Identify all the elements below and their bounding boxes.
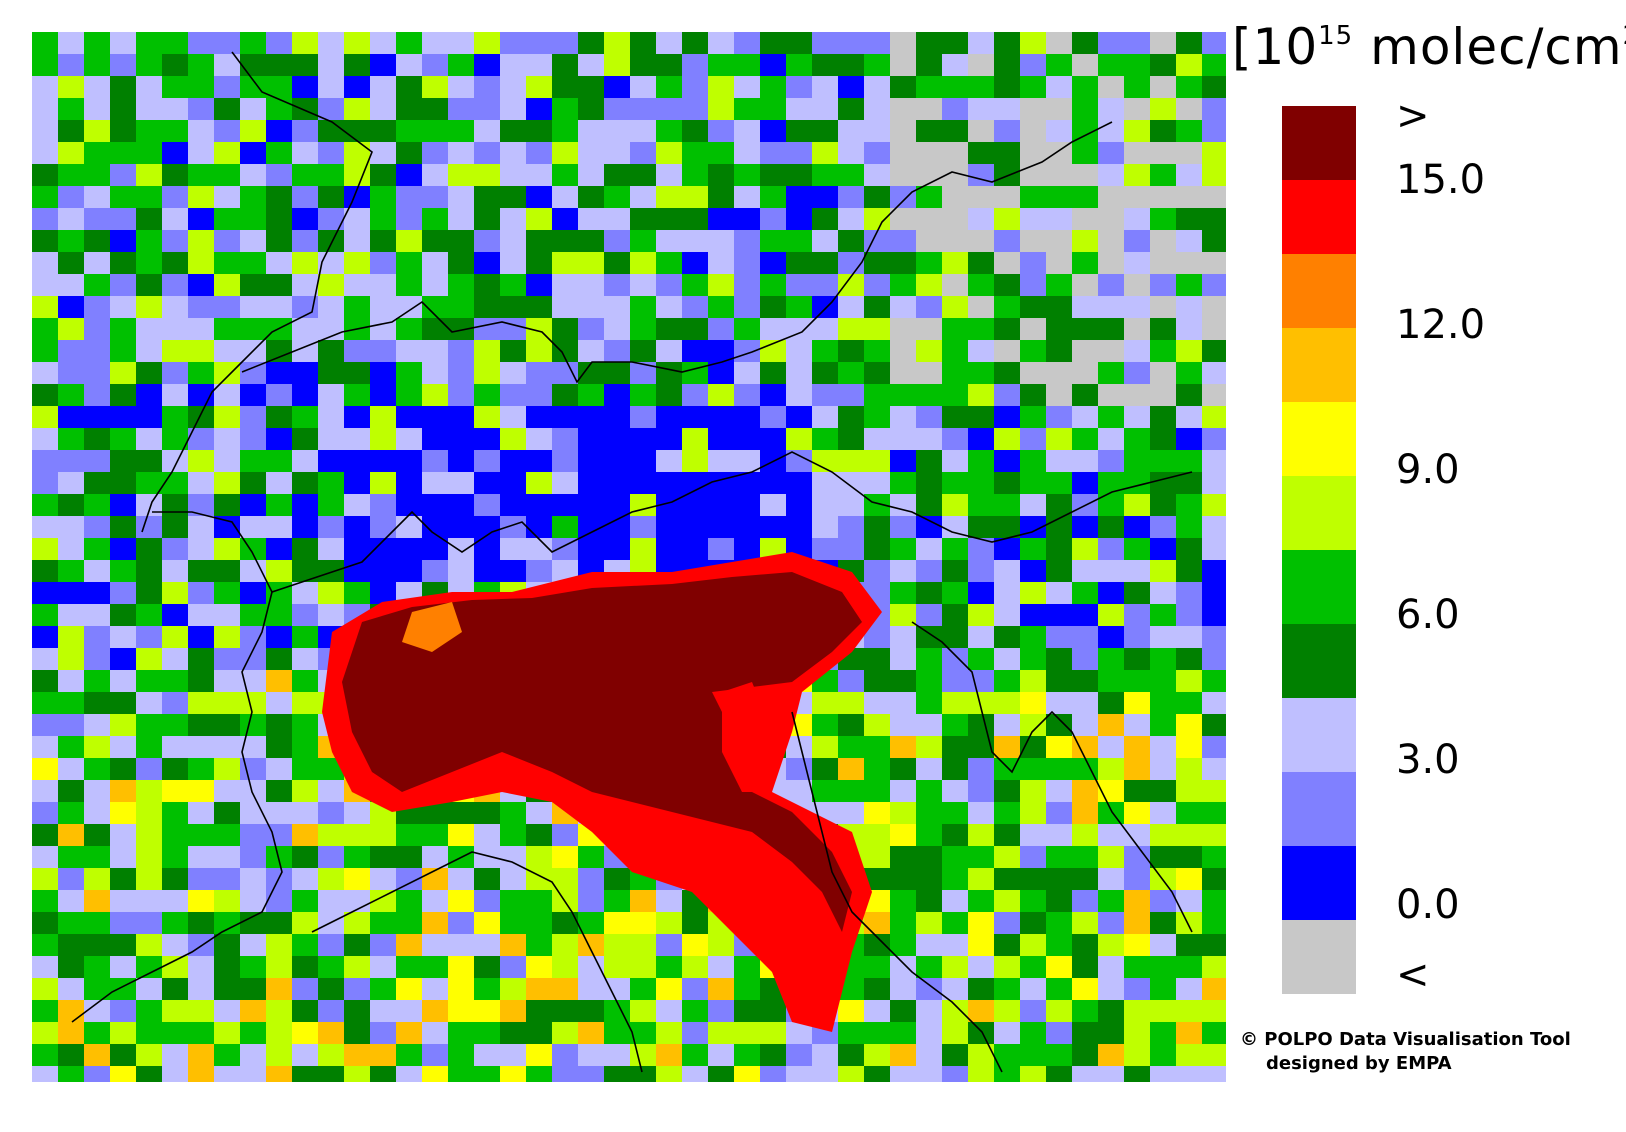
colorbar-label-1: 15.0 — [1396, 157, 1486, 203]
colorbar-swatch-10 — [1282, 846, 1356, 920]
country-borders — [71, 51, 1193, 1073]
colorbar-swatch-7 — [1282, 624, 1356, 698]
colorbar-label-5: 3.0 — [1396, 737, 1460, 783]
hotspot-venice-red — [722, 682, 772, 792]
unit-prefix: [10 — [1232, 18, 1319, 76]
colorbar-swatch-5 — [1282, 476, 1356, 550]
credit-text: © POLPO Data Visualisation Tool designed… — [1240, 1028, 1571, 1076]
no2-column-map — [32, 32, 1226, 1082]
border-germany-austria — [241, 121, 1113, 384]
colorbar-swatch-9 — [1282, 772, 1356, 846]
legend-unit-title: [1015 molec/cm2] — [1232, 18, 1626, 76]
colorbar-label-6: 0.0 — [1396, 882, 1460, 928]
colorbar-label-3: 9.0 — [1396, 447, 1460, 493]
credit-line-1: © POLPO Data Visualisation Tool — [1240, 1029, 1571, 1050]
credit-line-2: designed by EMPA — [1266, 1053, 1452, 1074]
data-pixel-grid — [32, 32, 1226, 1082]
colorbar-swatch-0 — [1282, 106, 1356, 180]
hotspot-core — [342, 572, 862, 932]
colorbar-swatch-11 — [1282, 920, 1356, 994]
colorbar-swatch-6 — [1282, 550, 1356, 624]
unit-exponent-2: 2 — [1623, 21, 1626, 51]
map-canvas — [32, 32, 1226, 1082]
colorbar-label-2: 12.0 — [1396, 302, 1486, 348]
colorbar-swatch-1 — [1282, 180, 1356, 254]
colorbar — [1282, 106, 1356, 994]
border-switzerland-italy — [152, 451, 1193, 593]
border-italy-slovenia — [911, 621, 1193, 933]
hotspot-west-orange — [402, 602, 462, 652]
hotspot-region — [322, 552, 882, 1032]
colorbar-swatch-3 — [1282, 328, 1356, 402]
border-alps-north — [141, 51, 373, 533]
border-france-italy — [71, 591, 283, 1023]
colorbar-label-7: < — [1396, 952, 1430, 998]
colorbar-swatch-8 — [1282, 698, 1356, 772]
unit-suffix: molec/cm — [1353, 18, 1623, 76]
coastline-adriatic — [791, 711, 1003, 1073]
coastline-ligurian — [311, 851, 643, 1073]
colorbar-swatch-2 — [1282, 254, 1356, 328]
unit-exponent: 15 — [1318, 21, 1354, 51]
colorbar-label-0: > — [1396, 93, 1430, 139]
colorbar-label-4: 6.0 — [1396, 592, 1460, 638]
colorbar-swatch-4 — [1282, 402, 1356, 476]
